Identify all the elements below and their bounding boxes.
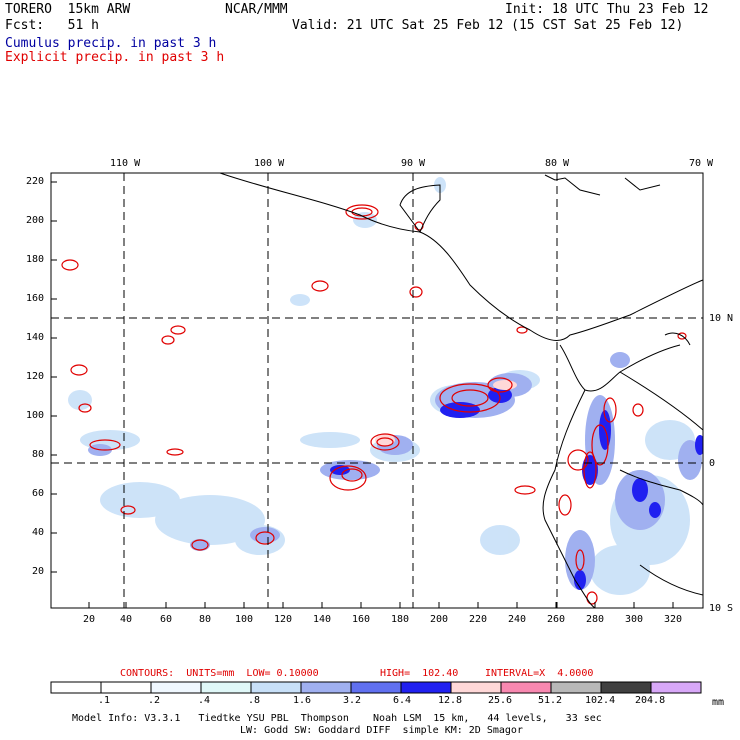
y-tick-label: 200 (26, 215, 45, 226)
x-tick-label: 220 (469, 614, 488, 625)
colorbar-cell (200, 681, 252, 694)
precip-fields (61, 173, 703, 608)
model-info: Model Info: V3.3.1 Tiedtke YSU PBL Thomp… (72, 713, 602, 724)
x-tick-label: 240 (508, 614, 527, 625)
x-tick-label: 180 (391, 614, 410, 625)
physics-info: LW: Godd SW: Goddard DIFF simple KM: 2D … (240, 725, 523, 736)
colorbar-cell (50, 681, 102, 694)
x-tick-label: 260 (547, 614, 566, 625)
x-tick-label: 320 (664, 614, 683, 625)
x-tick-label: 300 (625, 614, 644, 625)
valid-time: Valid: 21 UTC Sat 25 Feb 12 (15 CST Sat … (292, 18, 684, 33)
colorbar-tick-label: .8 (248, 695, 261, 706)
cumulus-precip-label: Cumulus precip. in past 3 h (5, 36, 217, 51)
x-tick-label: 280 (586, 614, 605, 625)
colorbar-tick-label: 12.8 (438, 695, 463, 706)
lon-label: 100 W (254, 158, 285, 169)
y-tick-label: 60 (32, 488, 45, 499)
lon-label: 80 W (545, 158, 570, 169)
lon-label: 70 W (689, 158, 714, 169)
colorbar-tick-label: 6.4 (393, 695, 412, 706)
colorbar-cell (400, 681, 452, 694)
y-tick-label: 140 (26, 332, 45, 343)
colorbar-tick-label: 102.4 (585, 695, 616, 706)
contour-interval: INTERVAL=X 4.0000 (485, 668, 594, 679)
lon-label: 110 W (110, 158, 141, 169)
contour-high: HIGH= 102.40 (380, 668, 459, 679)
colorbar-tick-label: 51.2 (538, 695, 563, 706)
colorbar-cell (650, 681, 702, 694)
colorbar-cell (300, 681, 352, 694)
colorbar-tick-label: 25.6 (488, 695, 513, 706)
colorbar (50, 681, 702, 694)
x-tick-label: 200 (430, 614, 449, 625)
y-tick-label: 100 (26, 410, 45, 421)
colorbar-tick-label: 1.6 (293, 695, 312, 706)
colorbar-cell (600, 681, 652, 694)
forecast-hour: Fcst: 51 h (5, 18, 99, 33)
lat-label: 10 S (709, 603, 734, 614)
colorbar-tick-label: .2 (148, 695, 161, 706)
y-tick-label: 160 (26, 293, 45, 304)
lat-label: 0 (709, 458, 716, 469)
organization-label: NCAR/MMM (225, 2, 288, 17)
colorbar-cell (450, 681, 502, 694)
x-tick-label: 100 (235, 614, 254, 625)
y-tick-label: 180 (26, 254, 45, 265)
y-tick-label: 80 (32, 449, 45, 460)
y-tick-label: 220 (26, 176, 45, 187)
colorbar-cell (100, 681, 152, 694)
colorbar-units: mm (712, 697, 725, 708)
colorbar-cell (350, 681, 402, 694)
colorbar-cell (550, 681, 602, 694)
colorbar-tick-label: 3.2 (343, 695, 362, 706)
x-tick-label: 120 (274, 614, 293, 625)
colorbar-tick-label: .1 (98, 695, 111, 706)
axis-ticks (51, 181, 674, 608)
plot-frame (50, 172, 704, 609)
lat-label: 10 N (709, 313, 734, 324)
y-tick-label: 120 (26, 371, 45, 382)
colorbar-tick-label: 204.8 (635, 695, 666, 706)
x-tick-label: 140 (313, 614, 332, 625)
x-tick-label: 80 (199, 614, 212, 625)
x-tick-label: 60 (160, 614, 173, 625)
lon-label: 90 W (401, 158, 426, 169)
y-tick-label: 40 (32, 527, 45, 538)
colorbar-cell (150, 681, 202, 694)
colorbar-cell (500, 681, 552, 694)
colorbar-cell (250, 681, 302, 694)
lat-lon-grid (51, 173, 703, 608)
x-tick-label: 160 (352, 614, 371, 625)
x-tick-label: 40 (120, 614, 133, 625)
explicit-precip-label: Explicit precip. in past 3 h (5, 50, 225, 65)
explicit-precip-contours (61, 204, 687, 605)
y-tick-label: 20 (32, 566, 45, 577)
contour-info: CONTOURS: UNITS=mm LOW= 0.10000 (120, 668, 319, 679)
colorbar-tick-label: .4 (198, 695, 211, 706)
init-time: Init: 18 UTC Thu 23 Feb 12 (505, 2, 709, 17)
model-title: TORERO 15km ARW (5, 2, 131, 17)
coastlines (219, 173, 703, 608)
x-tick-label: 20 (83, 614, 96, 625)
